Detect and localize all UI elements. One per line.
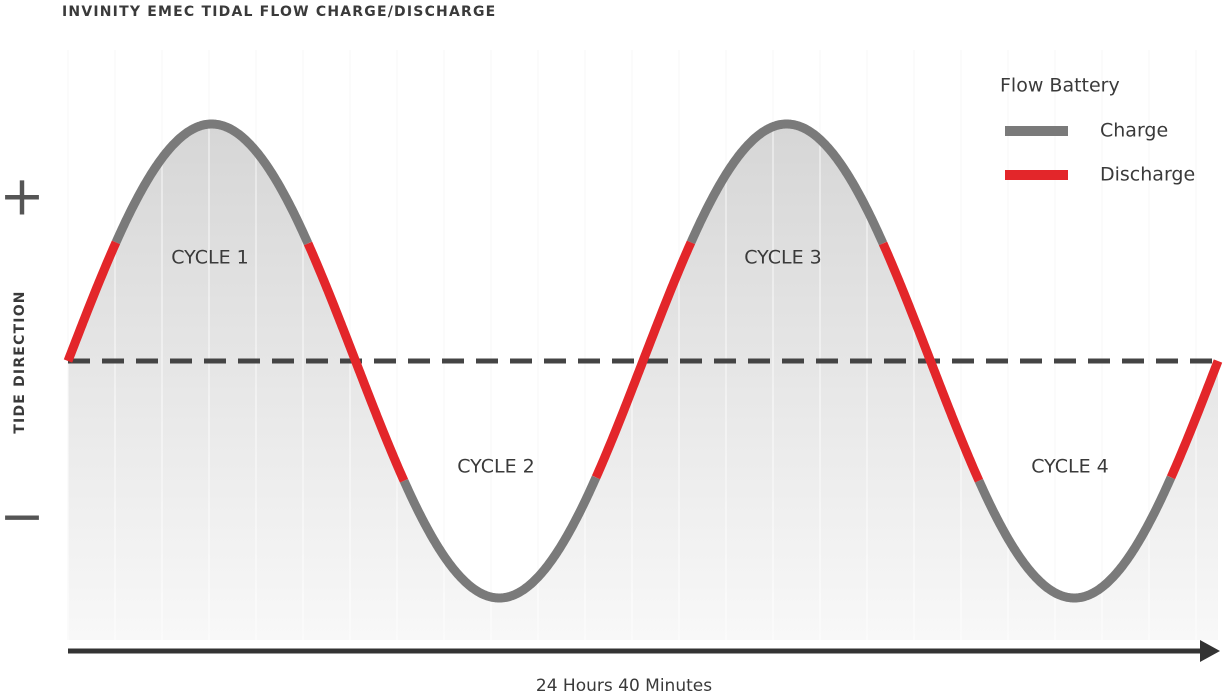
title: INVINITY EMEC TIDAL FLOW CHARGE/DISCHARG… (62, 4, 496, 20)
x-axis-label: 24 Hours 40 Minutes (536, 676, 712, 695)
y-axis-label: TIDE DIRECTION (12, 290, 28, 433)
cycle-label: CYCLE 4 (1031, 456, 1108, 478)
cycle-label: CYCLE 3 (744, 247, 821, 269)
discharge-segment (878, 241, 984, 483)
charge-segment (399, 475, 601, 603)
discharge-segment (591, 240, 696, 480)
time-arrow (1200, 640, 1220, 662)
discharge-segment (1166, 359, 1223, 480)
charge-segment (974, 475, 1176, 603)
grid-overlay (67, 50, 1197, 640)
legend-label: Discharge (1100, 164, 1195, 186)
legend-title: Flow Battery (1000, 75, 1120, 97)
discharge-segment (303, 241, 409, 483)
cycle-label: CYCLE 2 (457, 456, 534, 478)
discharge-segment (63, 240, 121, 363)
legend-label: Charge (1100, 120, 1168, 142)
charge-segment (111, 119, 313, 246)
negative-sign: − (0, 485, 45, 548)
charge-segment (686, 119, 888, 246)
tide-area (68, 124, 1218, 640)
wave (63, 119, 1223, 603)
positive-sign: + (0, 165, 45, 228)
cycle-label: CYCLE 1 (171, 247, 248, 269)
